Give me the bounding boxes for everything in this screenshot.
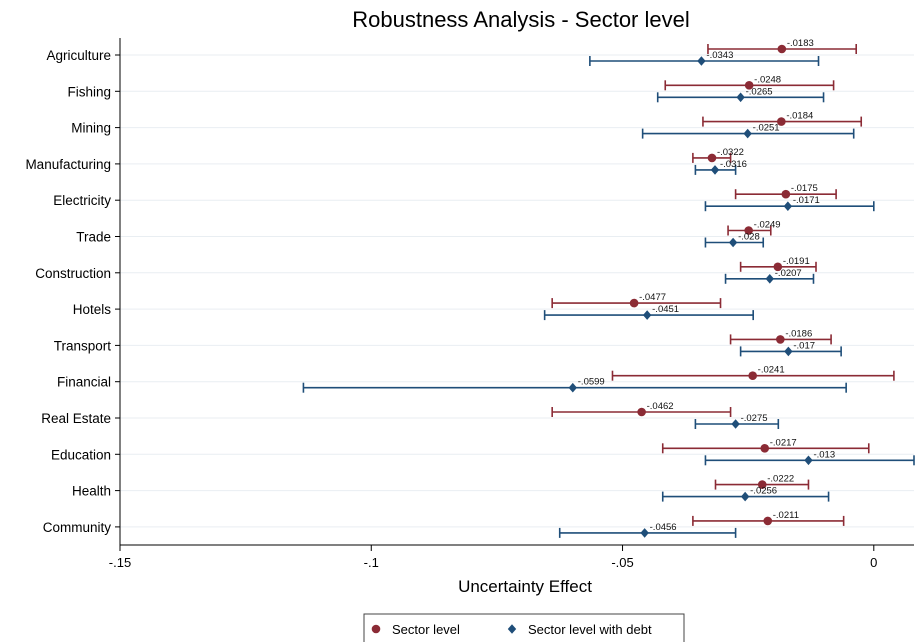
- category-label: Electricity: [53, 193, 111, 208]
- data-label: -.0207: [775, 268, 802, 279]
- data-marks: -.0183 -.0248 -.0184 -.0322 -.0175 -.0249 -.01…: [302, 38, 915, 538]
- category-labels: Agriculture Fishing Mining Manufacturing Ele…: [25, 48, 111, 535]
- x-tick-label: -.1: [364, 555, 379, 570]
- data-label: -.0183: [787, 38, 814, 49]
- legend-box: [363, 613, 685, 642]
- category-label: Financial: [57, 375, 111, 390]
- point-marker: [777, 44, 787, 54]
- point-marker: [804, 455, 813, 466]
- category-label: Trade: [76, 230, 111, 245]
- data-label: -.0256: [750, 486, 777, 497]
- data-label: -.0599: [578, 377, 605, 388]
- point-marker: [697, 56, 706, 66]
- point-marker: [743, 128, 752, 139]
- point-marker: [776, 335, 785, 344]
- category-label: Transport: [54, 338, 112, 353]
- category-label: Community: [43, 520, 112, 535]
- point-marker: [728, 237, 738, 248]
- x-tick-label: -.05: [611, 555, 633, 570]
- point-marker: [710, 165, 720, 175]
- x-tick-label: -.15: [109, 555, 131, 570]
- point-marker: [773, 262, 783, 272]
- data-label: -.028: [738, 232, 760, 243]
- data-label: -.0191: [783, 256, 810, 267]
- data-label: -.0217: [770, 437, 797, 448]
- point-marker: [748, 371, 757, 381]
- data-label: -.0316: [720, 159, 747, 170]
- point-marker: [640, 528, 649, 538]
- category-label: Health: [72, 484, 111, 499]
- point-marker: [783, 201, 793, 211]
- axes: [115, 38, 914, 551]
- data-label: -.0462: [647, 401, 674, 412]
- category-label: Hotels: [73, 302, 112, 317]
- legend: Sector level Sector level with debt: [363, 613, 685, 642]
- point-marker: [568, 382, 577, 393]
- data-label: -.0248: [754, 74, 781, 85]
- data-label: -.0251: [753, 123, 780, 134]
- data-label: -.0175: [791, 183, 818, 194]
- x-tick-label: 0: [870, 555, 877, 570]
- series-sector-level: -.0183 -.0248 -.0184 -.0322 -.0175 -.0249 -.01…: [551, 38, 895, 526]
- data-label: -.0211: [773, 510, 799, 521]
- category-label: Real Estate: [41, 411, 111, 426]
- category-label: Fishing: [67, 84, 111, 99]
- data-label: -.0265: [746, 86, 773, 97]
- data-label: -.0222: [767, 474, 794, 485]
- point-marker: [757, 480, 767, 489]
- point-marker: [731, 419, 740, 429]
- data-label: -.0322: [717, 147, 744, 158]
- legend-label: Sector level with debt: [528, 622, 652, 637]
- point-marker: [760, 444, 770, 453]
- point-marker: [740, 491, 750, 502]
- data-label: -.0477: [639, 292, 666, 303]
- point-marker: [784, 346, 793, 357]
- point-marker: [744, 226, 753, 235]
- x-tick-labels: -.15 -.1 -.05 0: [109, 555, 878, 570]
- data-label: -.0451: [652, 304, 679, 315]
- point-marker: [707, 153, 717, 163]
- data-label: -.0186: [785, 328, 812, 339]
- data-label: -.0241: [758, 365, 785, 376]
- data-label: -.0343: [706, 50, 733, 61]
- x-axis-label: Uncertainty Effect: [458, 577, 592, 596]
- legend-marker-diamond: [507, 624, 517, 634]
- category-label: Education: [51, 447, 111, 462]
- data-label: -.017: [793, 340, 815, 351]
- legend-label: Sector level: [392, 622, 460, 637]
- chart-title: Robustness Analysis - Sector level: [352, 7, 690, 32]
- legend-marker-circle: [371, 624, 381, 634]
- data-label: -.0456: [650, 522, 677, 533]
- point-marker: [736, 92, 745, 103]
- point-marker: [629, 298, 639, 308]
- data-label: -.013: [813, 449, 835, 460]
- point-marker: [777, 117, 786, 126]
- series-sector-level-with-debt: -.0343 -.0265 -.0251 -.0316 -.0171 -.028 -.020…: [302, 50, 915, 538]
- category-label: Manufacturing: [25, 157, 111, 172]
- data-label: -.0184: [786, 111, 813, 122]
- data-label: -.0275: [741, 413, 768, 424]
- data-label: -.0249: [754, 220, 781, 231]
- point-marker: [763, 516, 773, 526]
- point-marker: [642, 310, 652, 320]
- point-marker: [781, 189, 791, 199]
- category-label: Construction: [35, 266, 111, 281]
- gridlines: [120, 54, 914, 528]
- point-marker: [744, 81, 754, 90]
- point-marker: [765, 274, 774, 284]
- point-marker: [637, 407, 646, 417]
- data-label: -.0171: [793, 195, 820, 206]
- category-label: Mining: [71, 121, 111, 136]
- category-label: Agriculture: [46, 48, 111, 63]
